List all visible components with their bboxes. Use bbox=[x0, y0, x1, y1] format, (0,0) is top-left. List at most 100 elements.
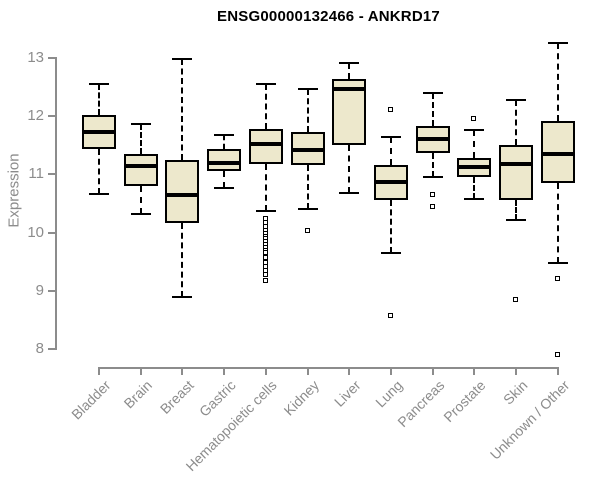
median-line bbox=[499, 162, 534, 167]
whisker-cap-top bbox=[130, 123, 151, 126]
median-line bbox=[248, 141, 283, 146]
whisker-upper bbox=[181, 59, 184, 161]
whisker-cap-top bbox=[422, 91, 443, 94]
whisker-cap-top bbox=[464, 129, 485, 132]
outlier-point bbox=[554, 275, 560, 281]
whisker-cap-bottom bbox=[297, 208, 318, 211]
box-iqr bbox=[499, 145, 534, 200]
y-tick-label: 13 bbox=[27, 48, 44, 66]
whisker-upper bbox=[390, 136, 393, 165]
whisker-cap-top bbox=[339, 62, 360, 65]
whisker-cap-bottom bbox=[172, 295, 193, 298]
whisker-upper bbox=[515, 99, 518, 146]
whisker-lower bbox=[223, 170, 226, 189]
x-axis-tick bbox=[139, 367, 142, 375]
outlier-point bbox=[262, 277, 268, 283]
whisker-lower bbox=[556, 182, 559, 264]
x-category-label: Lung bbox=[372, 377, 406, 411]
median-line bbox=[165, 193, 200, 198]
x-category-label: Kidney bbox=[280, 377, 322, 419]
box-iqr bbox=[165, 160, 200, 223]
median-line bbox=[540, 151, 575, 156]
x-category-label: Brain bbox=[120, 377, 156, 412]
whisker-lower bbox=[181, 222, 184, 297]
median-line bbox=[457, 164, 492, 169]
x-axis-tick bbox=[98, 367, 100, 375]
x-axis-tick bbox=[556, 367, 559, 375]
whisker-cap-bottom bbox=[339, 192, 360, 195]
whisker-cap-top bbox=[297, 88, 318, 91]
whisker-lower bbox=[348, 145, 351, 194]
whisker-cap-top bbox=[547, 42, 568, 45]
x-category-label: Skin bbox=[499, 377, 531, 408]
x-axis-tick bbox=[348, 367, 351, 375]
whisker-cap-bottom bbox=[506, 219, 527, 222]
whisker-cap-top bbox=[172, 58, 193, 61]
median-line bbox=[415, 137, 450, 142]
y-tick-label: 10 bbox=[27, 223, 44, 241]
y-axis-line bbox=[55, 56, 57, 351]
whisker-upper bbox=[431, 92, 434, 126]
whisker-cap-top bbox=[89, 82, 109, 85]
x-category-label: Breast bbox=[156, 377, 197, 417]
whisker-lower bbox=[139, 186, 142, 215]
whisker-lower bbox=[306, 164, 309, 210]
y-tick-label: 9 bbox=[35, 281, 44, 299]
whisker-lower bbox=[390, 199, 393, 254]
y-axis-tick bbox=[48, 289, 56, 292]
whisker-cap-bottom bbox=[255, 209, 276, 212]
y-tick-label: 11 bbox=[28, 165, 44, 183]
chart-title: ENSG00000132466 - ANKRD17 bbox=[217, 8, 440, 25]
whisker-upper bbox=[264, 83, 267, 130]
outlier-point bbox=[262, 250, 268, 256]
y-axis-tick bbox=[48, 348, 56, 351]
x-axis-tick bbox=[390, 367, 393, 375]
whisker-cap-bottom bbox=[422, 175, 443, 178]
whisker-upper bbox=[473, 130, 476, 159]
whisker-lower bbox=[515, 199, 518, 221]
whisker-lower bbox=[431, 153, 434, 177]
median-line bbox=[82, 130, 116, 135]
whisker-cap-bottom bbox=[89, 193, 109, 196]
x-axis-tick bbox=[223, 367, 226, 375]
outlier-point bbox=[513, 296, 519, 302]
whisker-cap-top bbox=[506, 98, 527, 101]
whisker-upper bbox=[223, 135, 226, 150]
whisker-cap-top bbox=[214, 134, 235, 137]
x-category-label: Unknown / Other bbox=[486, 377, 573, 463]
x-axis-tick bbox=[306, 367, 309, 375]
median-line bbox=[374, 179, 409, 184]
whisker-upper bbox=[348, 63, 351, 79]
y-axis-tick bbox=[48, 114, 56, 117]
y-axis-tick bbox=[48, 56, 56, 59]
x-axis-tick bbox=[264, 367, 267, 375]
whisker-upper bbox=[98, 83, 100, 115]
outlier-point bbox=[388, 312, 394, 318]
box-iqr bbox=[123, 153, 158, 187]
y-axis-tick bbox=[48, 173, 56, 176]
whisker-cap-top bbox=[381, 135, 402, 138]
median-line bbox=[332, 87, 367, 92]
box-iqr bbox=[248, 129, 283, 165]
whisker-cap-bottom bbox=[547, 262, 568, 265]
whisker-lower bbox=[473, 176, 476, 200]
x-category-label: Liver bbox=[330, 377, 364, 410]
x-category-label: Bladder bbox=[67, 377, 114, 423]
outlier-point bbox=[554, 351, 560, 357]
outlier-point bbox=[429, 191, 435, 197]
y-tick-label: 8 bbox=[35, 340, 44, 358]
x-axis-tick bbox=[181, 367, 184, 375]
outlier-point bbox=[429, 203, 435, 209]
whisker-cap-top bbox=[255, 82, 276, 85]
whisker-cap-bottom bbox=[464, 198, 485, 201]
whisker-upper bbox=[306, 89, 309, 132]
median-line bbox=[123, 164, 158, 169]
whisker-lower bbox=[98, 149, 100, 195]
x-axis-tick bbox=[473, 367, 476, 375]
whisker-lower bbox=[264, 164, 267, 211]
outlier-point bbox=[471, 115, 477, 121]
box-iqr bbox=[207, 149, 242, 171]
y-tick-label: 12 bbox=[27, 106, 44, 124]
x-axis-tick bbox=[431, 367, 434, 375]
